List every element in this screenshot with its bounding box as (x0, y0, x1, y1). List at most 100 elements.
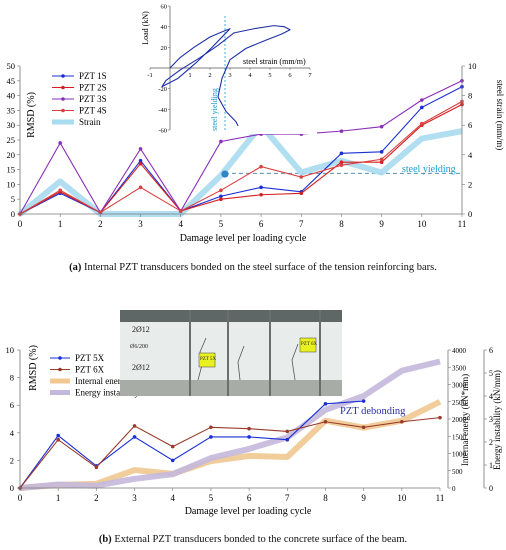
inset-axes: -1 1 2 3 4 5 6 7 -60 -40 -20 20 40 60 (147, 4, 312, 135)
legend-marker (61, 97, 65, 101)
chart-b-x-tick-label: 9 (361, 493, 366, 503)
inset-y-axis-label: Load (kN) (141, 11, 150, 45)
series-point-pzt-5x (361, 399, 366, 403)
chart-b-axes: 0 1 2 3 4 5 6 7 8 9 10 1102468100500100015002000250… (6, 345, 494, 503)
inset-x-tick-label: 1 (188, 72, 191, 79)
chart-b-y2-tick-label: 3000 (452, 382, 467, 390)
series-point-pzt-3s (138, 147, 143, 151)
series-point-pzt-6x (56, 437, 60, 442)
inset-x-axis-label: steel strain (mm/m) (243, 57, 306, 66)
legend-marker (61, 74, 65, 78)
series-point-pzt-3s (379, 124, 384, 129)
inset-x-tick-label: 7 (308, 72, 312, 79)
chart-b-y-tick-label: 6 (10, 400, 14, 410)
legend-marker (58, 356, 62, 360)
series-point-pzt-6x (285, 429, 290, 434)
chart-a-y-tick-label: 50 (7, 61, 16, 71)
chart-b-y2-axis-label: Internal energy (kN*mm) (460, 374, 470, 466)
series-point-pzt-5x (170, 458, 175, 463)
series-point-pzt-5x (56, 433, 60, 438)
chart-b-y3-tick-label: 4 (489, 392, 493, 401)
legend-label: PZT 4S (79, 106, 107, 116)
legend-label: PZT 5X (75, 353, 105, 363)
series-point-pzt-6x (247, 426, 251, 431)
series-point-pzt-2s (379, 160, 384, 164)
series-point-pzt-1s (379, 150, 384, 154)
chart-b-x-tick-label: 10 (397, 493, 407, 503)
series-point-pzt-5x (209, 435, 213, 439)
chart-b-x-tick-label: 8 (323, 493, 328, 503)
chart-b-x-tick-label: 11 (436, 493, 445, 503)
series-point-pzt-1s (259, 185, 263, 190)
chart-a-y2-axis-label: steel strain (mm/m) (495, 80, 505, 150)
series-point-pzt-5x (323, 402, 328, 406)
photo-crack-3 (291, 343, 299, 381)
chart-a-y-tick-label: 40 (7, 91, 16, 101)
inset-y-tick-label: -20 (158, 86, 167, 93)
legend-label: Internal energy (75, 376, 130, 386)
chart-a: 0 1 2 3 4 5 6 7 8 9 10 1105101520253035404550024681… (7, 2, 505, 244)
photo-crack-2 (237, 345, 245, 381)
chart-a-y2-tick-label: 10 (468, 61, 477, 71)
series-point-pzt-5x (247, 435, 251, 439)
inset-x-tick-label: 3 (228, 72, 231, 79)
caption-b: (b) External PZT transducers bonded to t… (0, 534, 506, 545)
legend-label: PZT 6X (75, 365, 105, 375)
series-point-pzt-3s (420, 98, 424, 102)
inset-x-tick-label: 2 (208, 72, 211, 79)
series-point-pzt-6x (209, 425, 213, 430)
series-point-pzt-4s (58, 188, 62, 193)
series-point-pzt-5x (132, 435, 137, 439)
legend-label: PZT 3S (79, 94, 107, 104)
series-point-pzt-3s (339, 129, 344, 133)
caption-a-text: Internal PZT transducers bonded on the s… (81, 262, 437, 273)
chart-b-debonding-annotation: PZT debonding (340, 406, 406, 417)
inset-x-tick-label: -1 (147, 72, 152, 79)
chart-a-x-tick-label: 9 (379, 219, 384, 229)
series-point-pzt-6x (323, 419, 328, 424)
series-point-pzt-6x (400, 419, 404, 424)
chart-b-y3-tick-label: 5 (489, 369, 493, 378)
chart-a-y-tick-label: 0 (11, 209, 15, 219)
series-point-pzt-1s (219, 194, 223, 199)
photo-top-shadow (120, 310, 342, 322)
series-point-pzt-6x (94, 465, 99, 470)
chart-a-inset: -1 1 2 3 4 5 6 7 -60 -40 -20 20 40 60 Load (kN) steel… (141, 2, 317, 135)
chart-b-y2-tick-label: 2000 (452, 416, 467, 424)
chart-b-x-tick-label: 3 (132, 493, 137, 503)
series-point-pzt-2s (339, 160, 344, 164)
caption-a: (a) Internal PZT transducers bonded on t… (0, 262, 506, 273)
chart-b-x-tick-label: 4 (170, 493, 175, 503)
chart-b-y3-tick-label: 3 (489, 415, 493, 424)
chart-a-x-tick-label: 5 (219, 219, 224, 229)
chart-b-y-tick-label: 0 (10, 483, 14, 493)
chart-b: 0 1 2 3 4 5 6 7 8 9 10 1102468100500100015002000250… (6, 345, 503, 517)
chart-b-y-tick-label: 10 (6, 345, 15, 355)
chart-b-y3-tick-label: 1 (489, 461, 493, 470)
chart-b-y2-tick-label: 3500 (452, 364, 467, 372)
chart-b-x-axis-label: Damage level per loading cycle (185, 506, 312, 517)
series-point-pzt-4s (259, 164, 263, 169)
chart-a-steel-yielding-annotation: steel yielding (402, 164, 456, 175)
photo-label-pzt-6x: PZT 6X (301, 342, 318, 347)
chart-a-y2-tick-label: 0 (468, 209, 472, 219)
inset-yield-label: steel yielding (210, 88, 219, 131)
chart-a-series (18, 79, 464, 217)
series-point-pzt-6x (438, 415, 442, 420)
photo-label-stirrups: Ø6/200 (130, 344, 148, 350)
chart-a-x-tick-label: 10 (417, 219, 427, 229)
chart-a-axes: 0 1 2 3 4 5 6 7 8 9 10 1105101520253035404550024681… (7, 61, 477, 229)
chart-a-y2-tick-label: 2 (468, 179, 472, 189)
legend-marker (58, 367, 62, 372)
series-point-pzt-5x (285, 437, 290, 442)
chart-b-y3-tick-label: 6 (489, 346, 493, 355)
inset-x-tick-label: 4 (248, 72, 252, 79)
chart-b-y-tick-label: 8 (10, 373, 14, 383)
chart-b-y3-tick-label: 0 (489, 484, 493, 493)
photo-label-pzt-5x: PZT 5X (200, 357, 217, 362)
series-line-strain (18, 122, 463, 217)
caption-b-label: (b) (98, 534, 112, 545)
series-point-pzt-2s (299, 191, 304, 196)
series-point-pzt-4s (299, 175, 304, 179)
